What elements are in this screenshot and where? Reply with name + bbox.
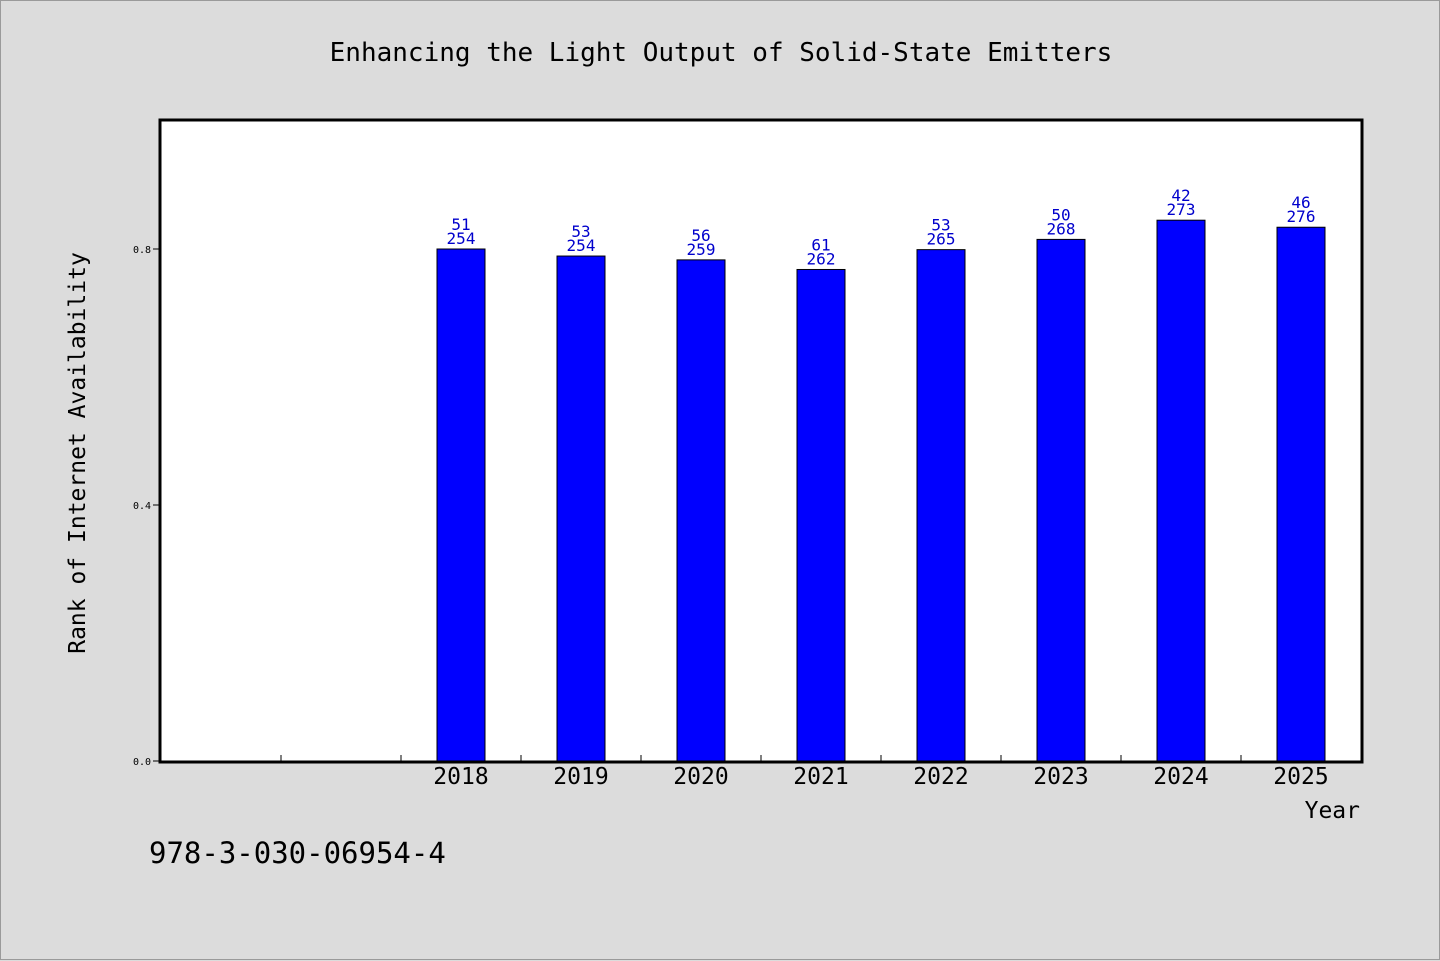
x-tick-marks [280,755,1242,761]
x-tick-label: 2022 [913,764,968,790]
bar-label-top: 56 [691,226,710,245]
bar [1156,219,1206,762]
y-tick-label: 0.0 [133,757,151,768]
bar [1036,238,1086,762]
bar [436,248,486,762]
bar-label-bottom: 254 [567,236,596,255]
chart-title: Enhancing the Light Output of Solid-Stat… [330,38,1113,68]
y-tick-label: 0.4 [133,501,151,512]
bar-label-bottom: 262 [807,249,836,268]
bar [916,249,966,762]
x-tick-label: 2025 [1273,764,1328,790]
y-axis: 0.0 0.4 0.8 [133,245,160,768]
bar-label-top: 50 [1051,205,1070,224]
bar [796,268,846,762]
x-tick-label: 2024 [1153,764,1208,790]
x-axis-labels: 2018 2019 2020 2021 2022 2023 2024 2025 [433,764,1328,790]
bar-label-bottom: 276 [1287,207,1316,226]
bar-label-top: 53 [571,222,590,241]
isbn-footer: 978-3-030-06954-4 [149,836,446,870]
x-axis-title: Year [1305,798,1360,824]
x-tick-label: 2023 [1033,764,1088,790]
bar-label-top: 53 [931,216,950,235]
bar-label-bottom: 259 [687,240,716,259]
x-tick-label: 2018 [433,764,488,790]
bars [436,219,1326,762]
bar-label-bottom: 273 [1167,200,1196,219]
bar-label-top: 46 [1291,193,1310,212]
bar [1276,226,1326,762]
x-tick-label: 2019 [553,764,608,790]
y-tick-label: 0.8 [133,245,151,256]
y-axis-title: Rank of Internet Availability [65,252,91,654]
bar [676,259,726,762]
x-tick-label: 2021 [793,764,848,790]
bar-label-top: 61 [811,235,830,254]
x-tick-label: 2020 [673,764,728,790]
bar-label-top: 51 [451,215,470,234]
bar [556,255,606,762]
bar-label-bottom: 254 [447,229,476,248]
bar-label-bottom: 268 [1047,219,1076,238]
bar-label-bottom: 265 [927,230,956,249]
bar-label-top: 42 [1171,186,1190,205]
